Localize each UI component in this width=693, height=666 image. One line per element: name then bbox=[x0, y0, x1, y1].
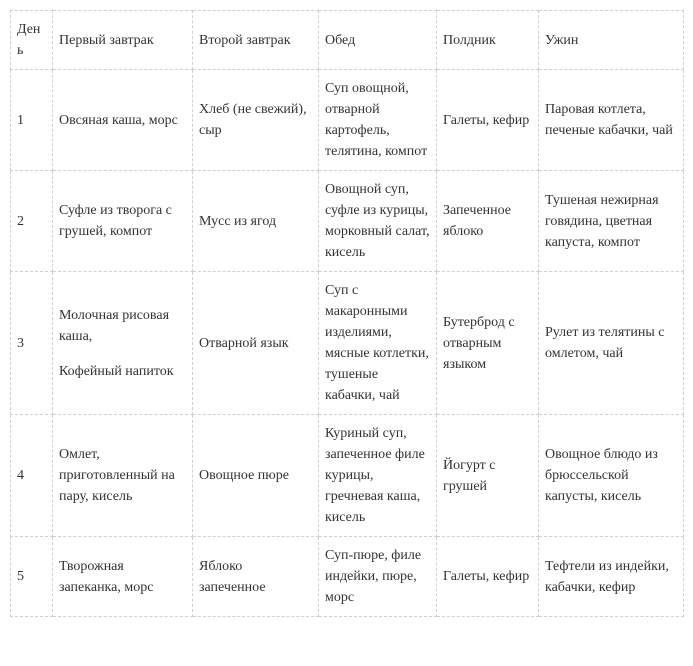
cell-dinner: Рулет из телятины с омлетом, чай bbox=[539, 272, 684, 415]
diet-table: День Первый завтрак Второй завтрак Обед … bbox=[10, 10, 684, 617]
cell-text-part: Кофейный напиток bbox=[59, 364, 174, 379]
table-row: 5 Творожная запеканка, морс Яблоко запеч… bbox=[11, 537, 684, 617]
cell-dinner: Овощное блюдо из брюссельской капусты, к… bbox=[539, 415, 684, 537]
cell-breakfast1: Молочная рисовая каша, Кофейный напиток bbox=[53, 272, 193, 415]
cell-snack: Запеченное яблоко bbox=[437, 171, 539, 272]
table-row: 3 Молочная рисовая каша, Кофейный напито… bbox=[11, 272, 684, 415]
cell-breakfast2: Хлеб (не свежий), сыр bbox=[193, 70, 319, 171]
cell-breakfast1: Омлет, приготовленный на пару, кисель bbox=[53, 415, 193, 537]
cell-lunch: Суп-пюре, филе индейки, пюре, морс bbox=[319, 537, 437, 617]
col-header-lunch: Обед bbox=[319, 11, 437, 70]
cell-text-part: Молочная рисовая каша, bbox=[59, 308, 169, 344]
table-header-row: День Первый завтрак Второй завтрак Обед … bbox=[11, 11, 684, 70]
cell-breakfast1: Суфле из творога с грушей, компот bbox=[53, 171, 193, 272]
cell-dinner: Тушеная нежирная говядина, цветная капус… bbox=[539, 171, 684, 272]
cell-snack: Галеты, кефир bbox=[437, 70, 539, 171]
col-header-breakfast2: Второй завтрак bbox=[193, 11, 319, 70]
cell-breakfast2: Яблоко запеченное bbox=[193, 537, 319, 617]
cell-lunch: Овощной суп, суфле из курицы, морковный … bbox=[319, 171, 437, 272]
cell-breakfast1: Овсяная каша, морс bbox=[53, 70, 193, 171]
col-header-day: День bbox=[11, 11, 53, 70]
cell-day: 5 bbox=[11, 537, 53, 617]
cell-breakfast2: Мусс из ягод bbox=[193, 171, 319, 272]
table-row: 4 Омлет, приготовленный на пару, кисель … bbox=[11, 415, 684, 537]
cell-day: 4 bbox=[11, 415, 53, 537]
cell-dinner: Тефтели из индейки, кабачки, кефир bbox=[539, 537, 684, 617]
col-header-dinner: Ужин bbox=[539, 11, 684, 70]
col-header-snack: Полдник bbox=[437, 11, 539, 70]
cell-dinner: Паровая котлета, печеные кабачки, чай bbox=[539, 70, 684, 171]
cell-lunch: Суп с макаронными изделиями, мясные котл… bbox=[319, 272, 437, 415]
cell-snack: Йогурт с грушей bbox=[437, 415, 539, 537]
cell-day: 2 bbox=[11, 171, 53, 272]
table-row: 2 Суфле из творога с грушей, компот Мусс… bbox=[11, 171, 684, 272]
cell-breakfast2: Отварной язык bbox=[193, 272, 319, 415]
col-header-breakfast1: Первый завтрак bbox=[53, 11, 193, 70]
cell-day: 3 bbox=[11, 272, 53, 415]
cell-snack: Галеты, кефир bbox=[437, 537, 539, 617]
cell-lunch: Куриный суп, запеченное филе курицы, гре… bbox=[319, 415, 437, 537]
cell-day: 1 bbox=[11, 70, 53, 171]
cell-breakfast2: Овощное пюре bbox=[193, 415, 319, 537]
cell-breakfast1: Творожная запеканка, морс bbox=[53, 537, 193, 617]
cell-lunch: Суп овощной, отварной картофель, телятин… bbox=[319, 70, 437, 171]
cell-snack: Бутерброд с отварным языком bbox=[437, 272, 539, 415]
table-row: 1 Овсяная каша, морс Хлеб (не свежий), с… bbox=[11, 70, 684, 171]
